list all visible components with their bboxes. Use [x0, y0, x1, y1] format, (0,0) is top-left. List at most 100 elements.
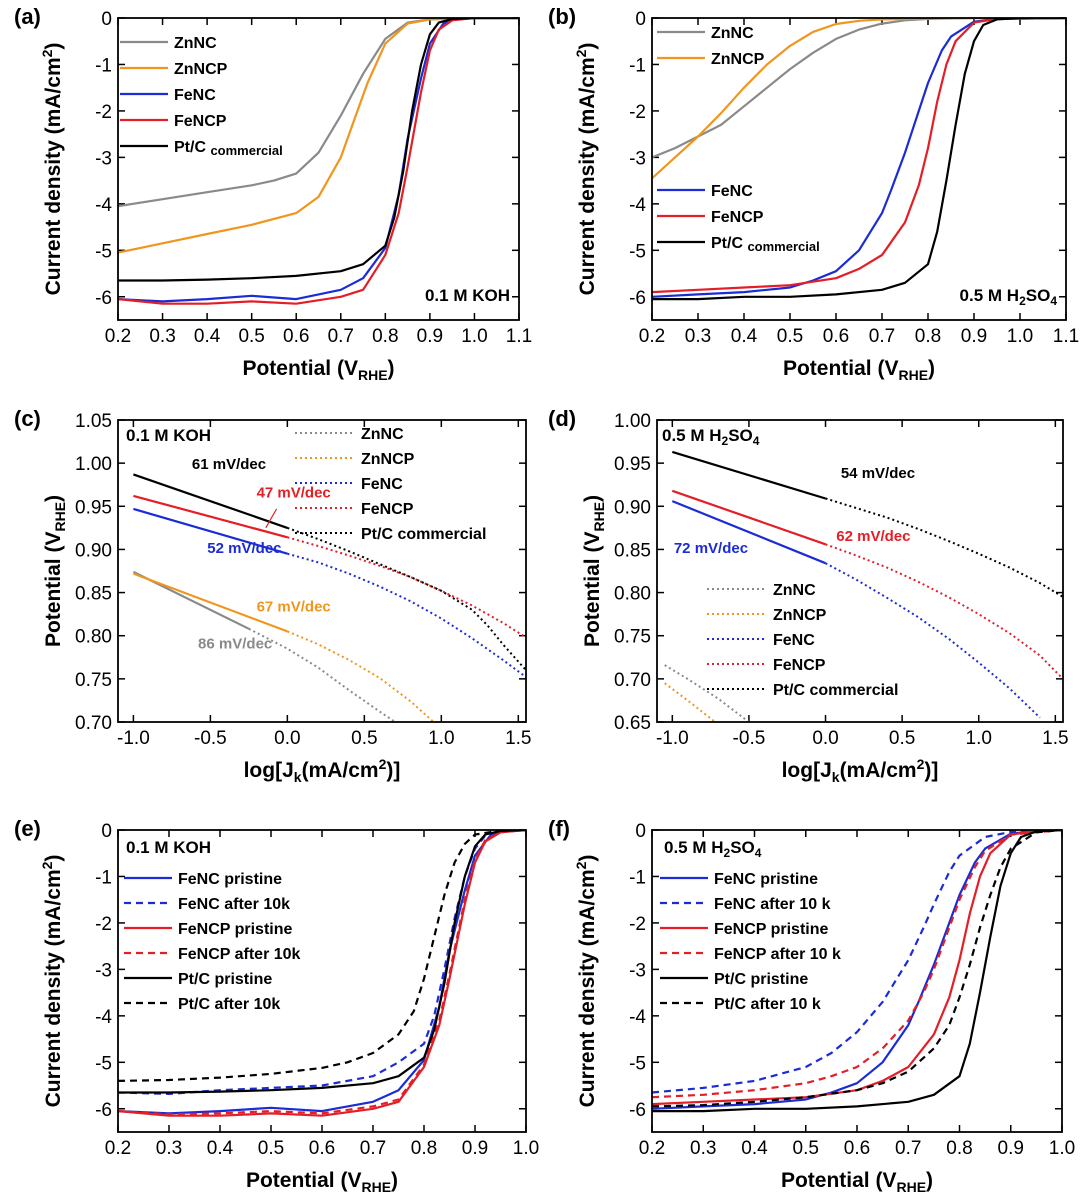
x-axis-label: Potential (VRHE) [246, 1169, 398, 1195]
condition-label: 0.1 M KOH [126, 838, 211, 857]
slope-label: 62 mV/dec [836, 528, 910, 545]
y-axis-label-sup: 2 [39, 861, 55, 869]
series-line-fenc [652, 18, 1066, 298]
series-line-fenc-pristine [652, 830, 1062, 1110]
y-axis-label-main: Current density (mA/cm [576, 57, 599, 295]
x-axis-label-sup: 2 [379, 756, 387, 772]
legend-label: FeNCP pristine [178, 921, 293, 938]
y-tick-label: 0.75 [614, 627, 651, 648]
y-tick-label: 0.70 [614, 670, 651, 691]
x-tick-label: 0.2 [105, 1138, 131, 1159]
condition-label: 0.5 M H2SO4 [960, 286, 1058, 308]
legend-label: FeNC [361, 476, 403, 493]
x-axis-label: log[Jk(mA/cm2)] [782, 756, 939, 785]
panel-c: (c) -1.0 -0.5 0.0 0.5 1.0 1.5 0.70 0.75 0.80 0.85 0… [14, 406, 532, 785]
series-line-pt-c-commercial [287, 526, 526, 671]
x-tick-label: 0.5 [238, 326, 264, 347]
x-tick-label: 0.0 [274, 728, 300, 749]
legend-label: FeNC [174, 87, 216, 104]
y-axis-label-main: Current density (mA/cm [42, 869, 65, 1107]
series-line-fencp [652, 18, 1066, 294]
y-tick-label: 0.80 [75, 627, 112, 648]
legend-label: ZnNC [773, 582, 816, 599]
series-line-pt-c-commercial [118, 18, 519, 282]
y-tick-label: -3 [629, 148, 646, 169]
legend-label: FeNCP after 10 k [714, 946, 841, 963]
x-axis-label-main: log[J [244, 759, 294, 782]
x-axis-label-main: Potential (V [781, 1169, 897, 1192]
y-tick-label: 0.70 [75, 713, 112, 734]
y-axis-label-main: Potential (V [42, 532, 65, 648]
series-line-fencp-pristine [118, 830, 526, 1117]
legend-label: Pt/C commercial [773, 682, 898, 699]
panel-label: (c) [14, 406, 41, 431]
x-tick-label: 0.6 [823, 326, 849, 347]
y-tick-label: 0 [635, 821, 646, 842]
legend-label: FeNCP [773, 657, 826, 674]
x-axis-label-sub: RHE [358, 367, 388, 383]
panel-label: (a) [14, 4, 41, 29]
y-tick-label: 0.85 [614, 540, 651, 561]
y-tick-label: 1.00 [614, 411, 651, 432]
legend-label-main: Pt/C [711, 235, 747, 252]
x-tick-label: 0.5 [777, 326, 803, 347]
legend-label: FeNC after 10 k [714, 896, 831, 913]
y-axis-label-sub: RHE [52, 502, 68, 532]
series-line-pt-c-fit [133, 473, 288, 529]
legend-label: Pt/C commercial [711, 235, 820, 254]
panel-e: (e) 0.2 0.3 0.4 0.5 0.6 0.7 0.8 0.9 1.0 0 -1 -2 -3 -4 -… [14, 816, 539, 1195]
legend-label: Pt/C after 10k [178, 996, 280, 1013]
x-tick-label: 0.9 [417, 326, 443, 347]
x-axis-label-main: log[J [782, 759, 832, 782]
y-tick-label: -1 [629, 867, 646, 888]
x-tick-label: 0.9 [961, 326, 987, 347]
legend-label: FeNCP after 10k [178, 946, 301, 963]
y-axis-label-main: Current density (mA/cm [42, 57, 65, 295]
x-axis-label-end: ) [388, 357, 395, 380]
y-tick-label: 0.95 [75, 497, 112, 518]
legend-label: Pt/C after 10 k [714, 996, 821, 1013]
panel-f: (f) 0.2 0.3 0.4 0.5 0.6 0.7 0.8 0.9 1.0 0 -1 -2 -3 -4 -… [548, 816, 1075, 1195]
y-tick-label: -6 [95, 1100, 112, 1121]
y-tick-label: 0.75 [75, 670, 112, 691]
y-tick-label: -1 [95, 867, 112, 888]
x-tick-label: 0.5 [889, 728, 915, 749]
plot-area [664, 450, 1063, 722]
series-line-fenc [825, 562, 1041, 719]
y-axis-label: Potential (VRHE) [42, 495, 68, 647]
y-tick-label: -5 [95, 1053, 112, 1074]
x-axis-label: Potential (VRHE) [781, 1169, 933, 1195]
panel-a: (a) 0.2 0.3 0.4 0.5 0.6 0.7 0.8 0.9 1.0 1.1 0 -1 -2 -3… [14, 4, 532, 383]
y-tick-label: -4 [629, 195, 646, 216]
series-line-pt-c-after-10-k [652, 830, 1062, 1108]
slope-label: 86 mV/dec [198, 636, 272, 653]
panel-label: (d) [548, 406, 576, 431]
y-tick-label: -4 [95, 195, 112, 216]
condition-mid: SO [1026, 286, 1051, 305]
x-tick-label: 0.8 [411, 1138, 437, 1159]
x-axis-label-sub: RHE [361, 1179, 391, 1195]
legend-label: ZnNC [361, 426, 404, 443]
plot-frame [117, 829, 527, 1133]
series-line-fencp-fit [671, 489, 826, 546]
y-tick-label: 0 [101, 821, 112, 842]
slope-label: 47 mV/dec [257, 485, 331, 502]
y-axis-label-end: ) [581, 495, 604, 502]
y-tick-label: 0.90 [75, 540, 112, 561]
x-axis-label-main: Potential (V [783, 357, 899, 380]
x-tick-label: 0.6 [283, 326, 309, 347]
y-tick-label: 1.05 [75, 411, 112, 432]
x-axis-label-end: ) [928, 357, 935, 380]
x-tick-label: 1.0 [1049, 1138, 1075, 1159]
series-line-fencp [287, 536, 526, 639]
x-axis-label-main: Potential (V [242, 357, 358, 380]
legend-label: FeNC pristine [178, 871, 282, 888]
plot-area [118, 830, 526, 1117]
condition-mid: SO [728, 426, 753, 445]
legend-label: ZnNCP [174, 61, 228, 78]
legend-label: ZnNCP [361, 451, 415, 468]
plot-area [652, 830, 1062, 1113]
legend-label: FeNC [711, 183, 753, 200]
slope-arrow [265, 508, 278, 529]
x-axis-label-end: ) [391, 1169, 398, 1192]
